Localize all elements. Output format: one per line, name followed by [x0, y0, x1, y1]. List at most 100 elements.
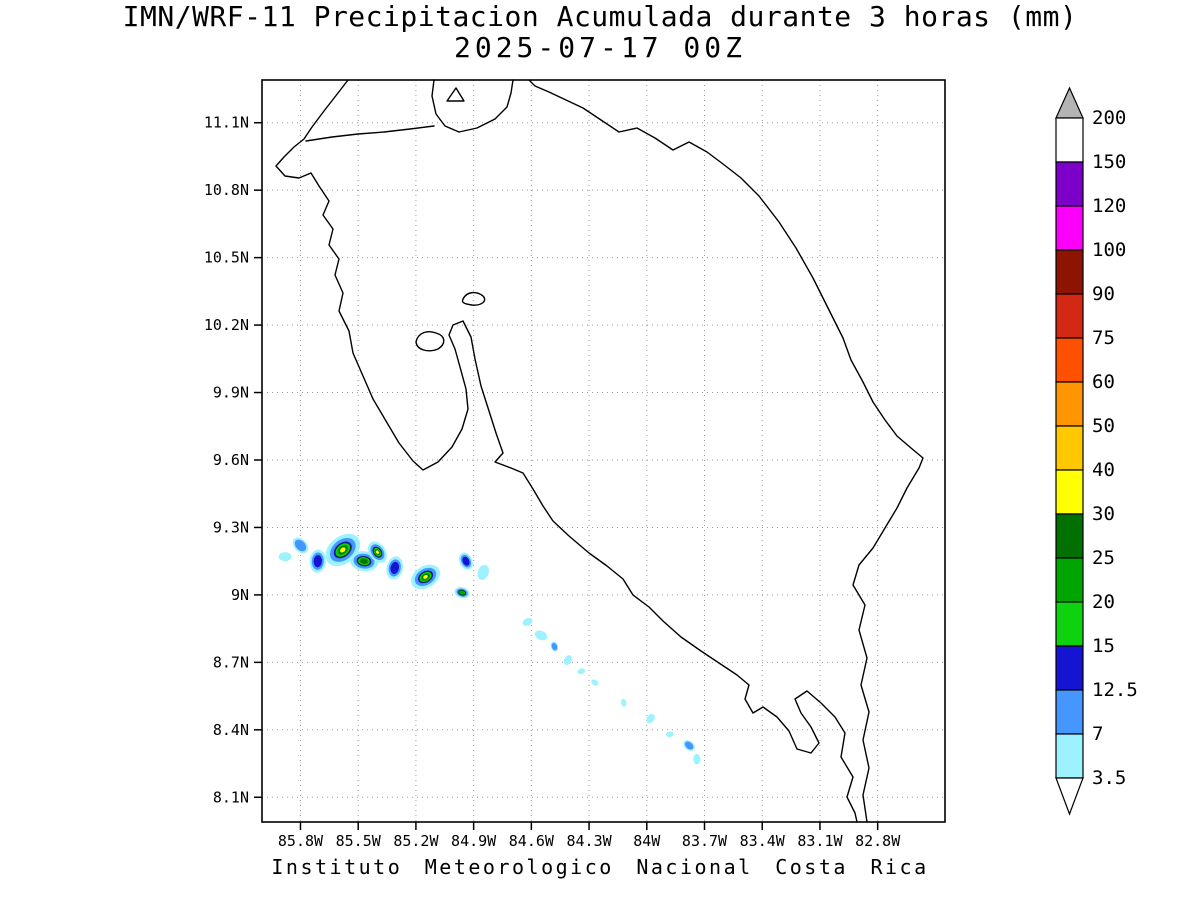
precip-contour-3.5	[665, 731, 674, 738]
colorbar-label: 3.5	[1092, 767, 1126, 789]
precip-cell	[477, 564, 489, 580]
colorbar-label: 30	[1092, 503, 1115, 525]
precip-contour-30	[340, 547, 346, 553]
colorbar-label: 15	[1092, 635, 1115, 657]
precip-contour-30	[375, 550, 380, 554]
colorbar-label: 40	[1092, 459, 1115, 481]
chira-island	[415, 331, 445, 352]
precip-contour-12.5	[390, 561, 400, 574]
precip-cell	[292, 537, 309, 554]
precip-contour-3.5	[591, 679, 599, 686]
lat-tick-label: 8.1N	[213, 788, 249, 806]
colorbar-segment	[1055, 337, 1084, 383]
precip-cell	[620, 698, 627, 707]
colorbar-segment	[1055, 645, 1084, 691]
precip-cell	[411, 564, 441, 590]
precip-cell	[458, 552, 473, 570]
colorbar-bottom-arrow	[1055, 777, 1084, 816]
precip-cell	[646, 713, 655, 724]
colorbar-label: 100	[1092, 239, 1126, 261]
precip-cell	[665, 731, 674, 738]
lon-tick-label: 84.9W	[451, 832, 497, 850]
lat-tick-label: 9.6N	[213, 451, 249, 469]
precip-cell	[325, 533, 361, 567]
lat-tick-label: 10.8N	[204, 181, 249, 199]
colorbar-segment	[1055, 117, 1084, 163]
colorbar-segment	[1055, 601, 1084, 647]
colorbar-segment	[1055, 469, 1084, 515]
coastline-layer	[275, 79, 924, 823]
gridline-layer	[262, 80, 945, 822]
precip-cell	[577, 668, 586, 675]
colorbar-segment	[1055, 557, 1084, 603]
precip-contour-3.5	[620, 698, 627, 707]
axis-ticks-layer: 85.8W 85.5W 85.2W 84.9W 84.6W 84.3W 84W 83.7W 83…	[204, 114, 901, 850]
precip-cell	[278, 552, 292, 562]
precip-cell	[550, 641, 559, 652]
colorbar-label: 50	[1092, 415, 1115, 437]
lon-tick-label: 84.3W	[566, 832, 612, 850]
colorbar-label: 12.5	[1092, 679, 1138, 701]
colorbar-segment	[1055, 205, 1084, 251]
lon-tick-label: 83.7W	[682, 832, 728, 850]
precip-contour-3.5	[646, 713, 655, 724]
colorbar-label: 150	[1092, 151, 1126, 173]
precip-cell	[693, 753, 701, 765]
plot-border	[261, 79, 946, 823]
precip-cell	[309, 549, 326, 573]
lake-nicaragua-shore	[431, 79, 514, 133]
precip-contour-20	[459, 590, 465, 595]
lat-tick-label: 9.3N	[213, 518, 249, 536]
lon-tick-label: 85.8W	[278, 832, 324, 850]
colorbar-segment	[1055, 513, 1084, 559]
map-caption: Instituto Meteorologico Nacional Costa R…	[271, 855, 929, 879]
lat-tick-label: 8.7N	[213, 653, 249, 671]
colorbar-label: 7	[1092, 723, 1103, 745]
caribbean-coast-and-panama-border	[528, 79, 924, 823]
precipitation-layer	[278, 533, 701, 765]
lon-tick-label: 83.4W	[740, 832, 786, 850]
precip-contour-7	[294, 539, 307, 552]
precip-contour-30	[423, 574, 428, 579]
lon-tick-label: 84W	[633, 832, 661, 850]
lat-tick-label: 10.2N	[204, 316, 249, 334]
lon-tick-label: 85.5W	[336, 832, 382, 850]
lat-tick-label: 9.9N	[213, 384, 249, 402]
precip-contour-7	[684, 741, 694, 750]
colorbar: 200 150 120 100 90 75 60 50 40 30 25 20 15 12.5 7 3.5	[1055, 86, 1138, 816]
lat-tick-label: 11.1N	[204, 114, 249, 132]
lake-arenal	[461, 291, 486, 306]
nicaragua-border	[305, 125, 435, 142]
colorbar-label: 25	[1092, 547, 1115, 569]
lon-tick-label: 83.1W	[797, 832, 843, 850]
lon-tick-label: 85.2W	[393, 832, 439, 850]
precip-contour-12.5	[462, 556, 470, 566]
colorbar-segment	[1055, 381, 1084, 427]
lat-tick-label: 9N	[231, 586, 249, 604]
precip-cell	[522, 617, 533, 626]
ometepe-island	[446, 87, 465, 102]
pacific-coastline	[275, 79, 858, 823]
lat-tick-label: 10.5N	[204, 249, 249, 267]
colorbar-label: 60	[1092, 371, 1115, 393]
colorbar-top-arrow	[1055, 86, 1084, 119]
colorbar-segment	[1055, 161, 1084, 207]
precip-cell	[386, 556, 404, 580]
page-title: IMN/WRF-11 Precipitacion Acumulada duran…	[0, 1, 1200, 64]
colorbar-label: 120	[1092, 195, 1126, 217]
colorbar-segment	[1055, 293, 1084, 339]
precip-cell	[367, 541, 387, 563]
precip-contour-3.5	[477, 564, 489, 580]
colorbar-label: 20	[1092, 591, 1115, 613]
colorbar-segment	[1055, 249, 1084, 295]
colorbar-segment	[1055, 689, 1084, 735]
colorbar-segment	[1055, 733, 1084, 779]
precip-cell	[683, 740, 695, 751]
title-line2: 2025-07-17 00Z	[453, 30, 746, 64]
precip-contour-7	[551, 642, 558, 651]
precip-contour-3.5	[693, 753, 701, 765]
precip-contour-3.5	[534, 630, 548, 641]
precip-cell	[591, 679, 599, 686]
precip-contour-25	[360, 558, 368, 564]
